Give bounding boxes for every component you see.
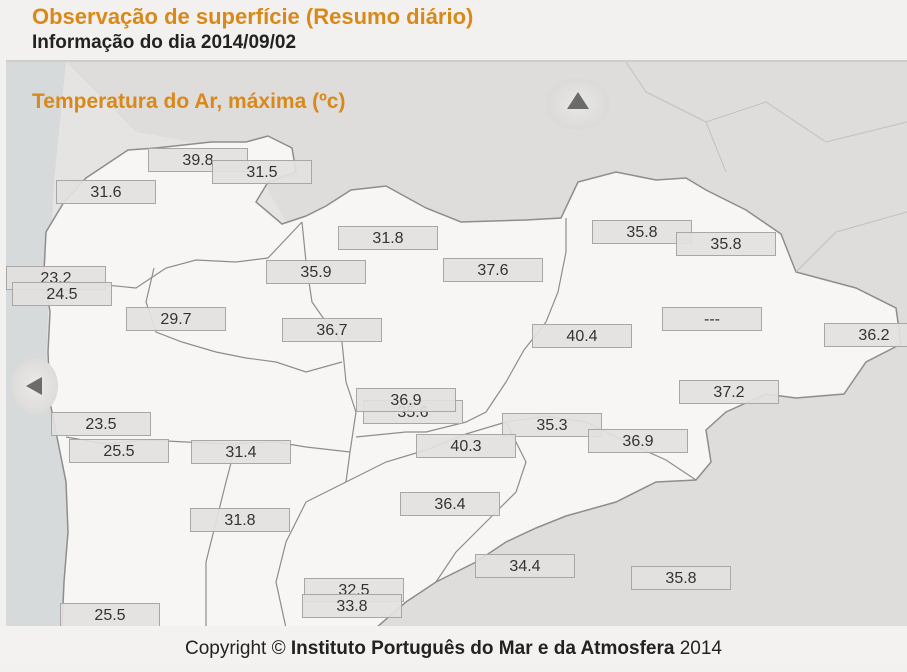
pan-up-button[interactable]: [546, 78, 610, 130]
copyright-prefix: Copyright ©: [184, 638, 286, 659]
footer: Copyright © Instituto Português do Mar e…: [0, 626, 907, 666]
station-value[interactable]: 35.9: [266, 260, 366, 284]
station-value[interactable]: 31.4: [191, 440, 291, 464]
page-title: Observação de superfície (Resumo diário): [32, 4, 474, 29]
chevron-up-icon: [567, 92, 589, 109]
station-value[interactable]: 40.3: [416, 434, 516, 458]
copyright-year: 2014: [679, 638, 722, 659]
copyright-organization: Instituto Português do Mar e da Atmosfer…: [290, 638, 675, 659]
station-value[interactable]: 36.9: [588, 429, 688, 453]
map-frame[interactable]: Temperatura do Ar, máxima (ºc) 39.8 31.5 3…: [6, 60, 907, 628]
station-value[interactable]: 35.3: [502, 413, 602, 437]
page-subtitle: Informação do dia 2014/09/02: [32, 32, 297, 53]
pan-left-button[interactable]: [12, 358, 58, 414]
station-value[interactable]: 37.6: [443, 258, 543, 282]
station-value[interactable]: 24.5: [12, 282, 112, 306]
station-value[interactable]: ---: [662, 307, 762, 331]
map-svg: [6, 62, 907, 628]
station-value[interactable]: 36.9: [356, 388, 456, 412]
station-value[interactable]: 29.7: [126, 307, 226, 331]
station-value[interactable]: 35.8: [631, 566, 731, 590]
station-value[interactable]: 36.7: [282, 318, 382, 342]
station-value[interactable]: 37.2: [679, 380, 779, 404]
station-value[interactable]: 35.8: [592, 220, 692, 244]
station-value[interactable]: 25.5: [69, 439, 169, 463]
station-value[interactable]: 33.8: [302, 594, 402, 618]
station-value[interactable]: 25.5: [60, 603, 160, 627]
station-value[interactable]: 34.4: [475, 554, 575, 578]
station-value[interactable]: 31.5: [212, 160, 312, 184]
station-value[interactable]: 31.6: [56, 180, 156, 204]
station-value[interactable]: 36.2: [824, 323, 907, 347]
station-value[interactable]: 31.8: [338, 226, 438, 250]
station-value[interactable]: 36.4: [400, 492, 500, 516]
map-heading: Temperatura do Ar, máxima (ºc): [32, 90, 346, 113]
station-value[interactable]: 31.8: [190, 508, 290, 532]
station-value[interactable]: 23.5: [51, 412, 151, 436]
chevron-left-icon: [26, 377, 42, 395]
spain-borders: [625, 62, 907, 273]
station-value[interactable]: 35.8: [676, 232, 776, 256]
station-value[interactable]: 40.4: [532, 324, 632, 348]
